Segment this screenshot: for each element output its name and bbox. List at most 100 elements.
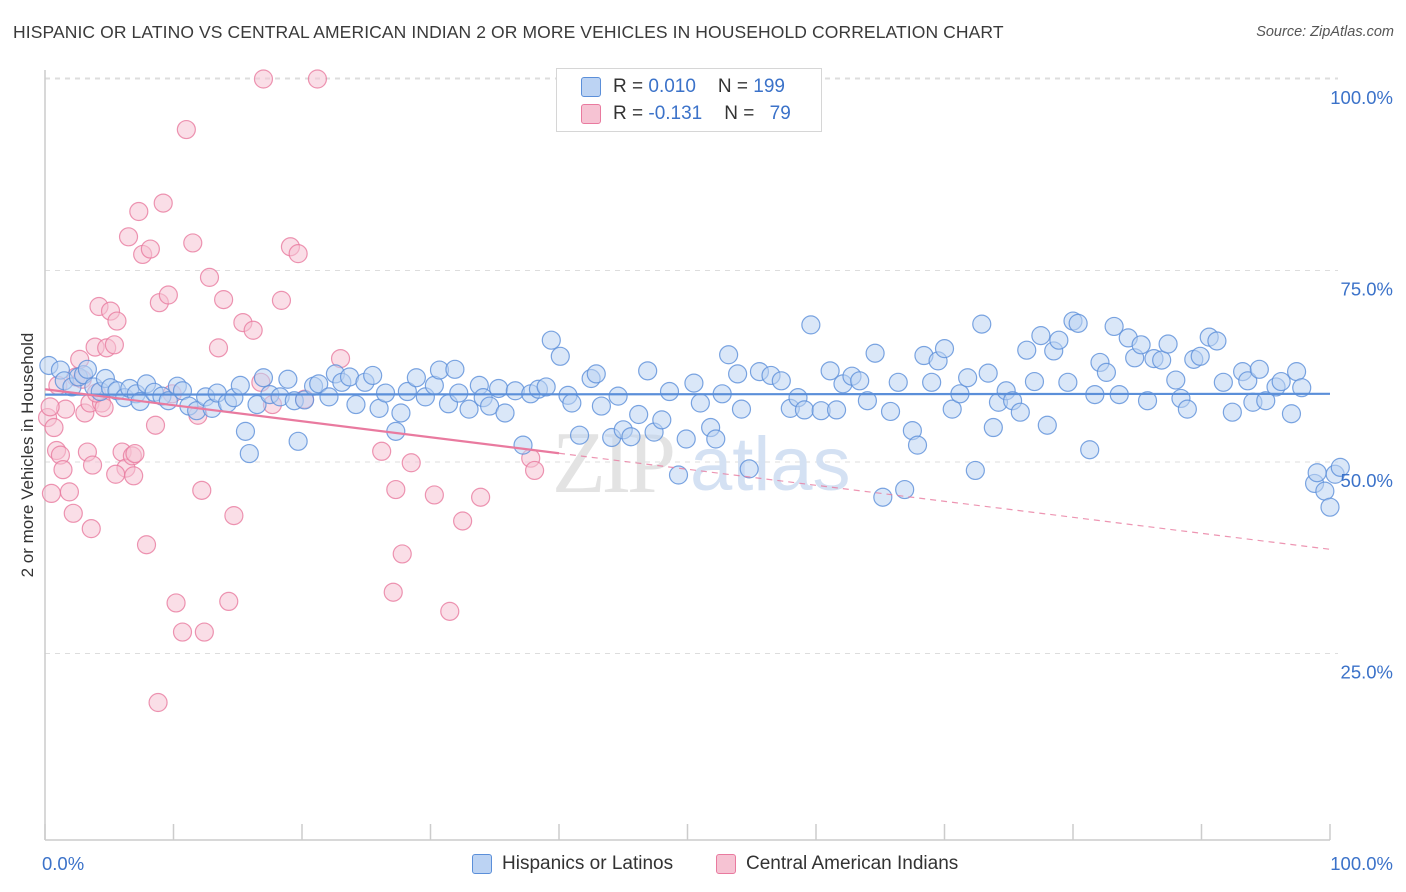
hispanic-point <box>1137 391 1158 411</box>
central-american-point <box>440 601 460 621</box>
central-american-point <box>125 443 145 464</box>
hispanic-point <box>1080 440 1100 460</box>
hispanic-point <box>1058 372 1078 392</box>
central-american-point <box>129 201 149 222</box>
hispanic-point <box>728 364 748 384</box>
hispanic-point <box>1104 316 1124 337</box>
central-american-point <box>271 290 292 310</box>
legend-n-label: N = <box>724 103 760 124</box>
hispanic-point <box>550 346 570 366</box>
hispanic-point <box>1177 399 1197 419</box>
hispanic-point <box>638 361 658 381</box>
hispanic-point <box>857 391 878 411</box>
bottom-legend-hispanics: Hispanics or Latinos <box>472 851 673 877</box>
central-american-point <box>372 441 392 461</box>
hispanic-point <box>865 343 885 363</box>
hispanic-point <box>505 381 525 401</box>
central-american-point <box>140 239 160 259</box>
x-tick-label-max: 100.0% <box>1330 853 1393 874</box>
central-american-point <box>59 482 80 502</box>
hispanic-point <box>820 361 840 381</box>
central-american-indians-points <box>37 69 545 713</box>
hispanic-point <box>445 359 465 379</box>
y-tick-label: 50.0% <box>1341 470 1393 491</box>
central-american-point <box>136 535 157 555</box>
hispanic-point <box>1256 391 1276 411</box>
central-american-point <box>145 415 166 435</box>
y-tick-label: 25.0% <box>1341 662 1393 683</box>
hispanic-point <box>1037 415 1057 435</box>
hispanic-point <box>253 368 274 388</box>
hispanic-point <box>706 429 726 449</box>
hispanic-point <box>719 345 739 365</box>
y-axis-label: 2 or more Vehicles in Household <box>18 332 37 578</box>
chart-title: HISPANIC OR LATINO VS CENTRAL AMERICAN I… <box>13 22 1004 42</box>
hispanic-point <box>77 359 98 379</box>
central-american-point <box>307 69 328 89</box>
hispanic-point <box>676 429 696 449</box>
hispanic-point <box>983 417 1003 438</box>
hispanic-point <box>684 373 704 393</box>
central-american-point <box>104 335 124 355</box>
central-american-point <box>53 460 73 480</box>
hispanic-point <box>690 393 710 413</box>
bottom-legend-swatch-blue <box>472 854 492 874</box>
hispanic-point <box>239 443 259 464</box>
hispanic-point <box>1315 481 1335 501</box>
hispanic-point <box>942 399 962 419</box>
central-american-point <box>172 622 193 642</box>
hispanic-point <box>363 365 383 386</box>
legend-n-label: N = <box>717 76 754 97</box>
hispanic-point <box>731 399 752 419</box>
hispanic-point <box>591 396 612 416</box>
hispanic-point <box>449 383 469 403</box>
hispanic-point <box>1158 334 1178 354</box>
legend-n-value: 199 <box>753 76 785 97</box>
legend-r-value: 0.010 <box>648 76 696 97</box>
hispanic-point <box>965 460 985 481</box>
central-american-point <box>288 244 308 264</box>
bottom-legend-label: Central American Indians <box>746 853 959 874</box>
hispanic-point <box>652 410 672 430</box>
central-american-point <box>401 453 421 473</box>
legend-row-central-american: R = -0.131 N = 79 <box>581 102 791 126</box>
hispanic-point <box>562 393 582 413</box>
hispanic-point <box>934 339 955 359</box>
bottom-legend-swatch-pink <box>716 854 736 874</box>
hispanic-point <box>230 375 250 395</box>
hispanic-point <box>907 435 928 455</box>
central-american-point <box>424 485 444 505</box>
hispanic-point <box>541 330 561 350</box>
central-american-trend-extension <box>558 452 1331 550</box>
legend-r-label: R = <box>613 103 649 124</box>
hispanic-point <box>1024 371 1045 392</box>
central-american-point <box>392 544 412 564</box>
hispanic-point <box>621 427 641 447</box>
hispanic-point <box>375 383 396 403</box>
hispanic-point <box>459 399 479 419</box>
hispanic-point <box>668 465 689 485</box>
hispanic-point <box>1190 346 1210 366</box>
hispanic-point <box>1330 457 1350 477</box>
central-american-point <box>176 119 196 140</box>
central-american-point <box>253 69 274 89</box>
legend-swatch-pink <box>581 104 601 124</box>
hispanic-point <box>1166 370 1186 390</box>
source-note: Source: ZipAtlas.com <box>1256 24 1394 40</box>
central-american-point <box>194 622 214 642</box>
hispanic-point <box>1320 497 1340 517</box>
hispanic-point <box>1307 463 1327 483</box>
legend-row-hispanics: R = 0.010 N = 199 <box>581 75 785 99</box>
hispanic-point <box>880 401 901 422</box>
hispanic-point <box>586 364 606 384</box>
hispanic-point <box>1222 402 1242 422</box>
hispanic-point <box>391 403 411 423</box>
hispanic-point <box>1049 330 1069 350</box>
central-american-point <box>44 417 64 438</box>
hispanic-point <box>346 394 366 415</box>
hispanic-point <box>1207 331 1227 351</box>
hispanic-point <box>922 372 942 392</box>
central-american-point <box>81 519 101 539</box>
hispanic-point <box>958 368 978 388</box>
